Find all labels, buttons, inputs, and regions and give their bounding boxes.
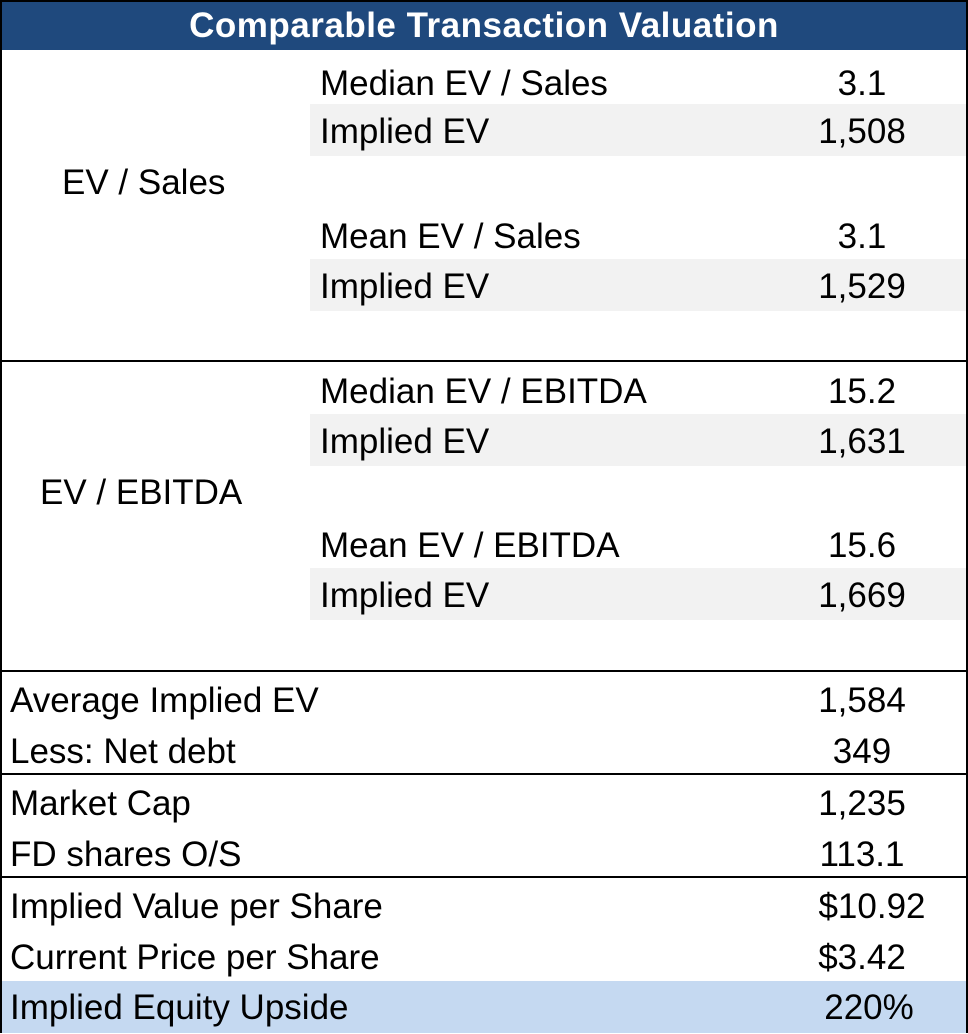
summary-label: Average Implied EV xyxy=(10,681,319,720)
section-divider xyxy=(2,876,966,878)
summary-value: 113.1 xyxy=(819,835,905,874)
summary-value: $3.42 xyxy=(818,938,906,977)
summary-label: Less: Net debt xyxy=(10,732,236,771)
row-value: 1,508 xyxy=(818,112,906,151)
row-value: 3.1 xyxy=(837,217,887,256)
row-value: 3.1 xyxy=(837,64,887,103)
summary-label-upside: Implied Equity Upside xyxy=(10,988,349,1027)
row-label: Implied EV xyxy=(320,112,490,151)
row-shading xyxy=(310,414,966,466)
section-label-ev-sales: EV / Sales xyxy=(62,163,226,202)
summary-label: FD shares O/S xyxy=(10,835,242,874)
table-title: Comparable Transaction Valuation xyxy=(2,2,966,50)
row-label: Median EV / EBITDA xyxy=(320,372,647,411)
highlight-row xyxy=(2,981,966,1033)
row-value: 15.6 xyxy=(827,526,897,565)
summary-value: 349 xyxy=(832,732,892,771)
section-label-ev-ebitda: EV / EBITDA xyxy=(40,473,243,512)
section-divider xyxy=(2,360,966,362)
row-shading xyxy=(310,259,966,311)
row-label: Implied EV xyxy=(320,267,490,306)
summary-label: Implied Value per Share xyxy=(10,887,383,926)
summary-value: $10.92 xyxy=(818,887,926,926)
summary-value: 1,584 xyxy=(818,681,906,720)
row-label: Mean EV / EBITDA xyxy=(320,526,620,565)
summary-label: Market Cap xyxy=(10,784,191,823)
section-divider xyxy=(2,773,966,775)
row-shading xyxy=(310,568,966,620)
row-label: Median EV / Sales xyxy=(320,64,608,103)
summary-value: 1,235 xyxy=(818,784,906,823)
row-shading xyxy=(310,104,966,156)
row-label: Mean EV / Sales xyxy=(320,217,581,256)
summary-value-upside: 220% xyxy=(824,988,914,1027)
row-label: Implied EV xyxy=(320,576,490,615)
section-divider xyxy=(2,670,966,672)
row-value: 1,631 xyxy=(818,422,906,461)
row-value: 1,529 xyxy=(818,267,906,306)
summary-label: Current Price per Share xyxy=(10,938,380,977)
row-value: 1,669 xyxy=(818,576,906,615)
row-label: Implied EV xyxy=(320,422,490,461)
row-value: 15.2 xyxy=(827,372,897,411)
